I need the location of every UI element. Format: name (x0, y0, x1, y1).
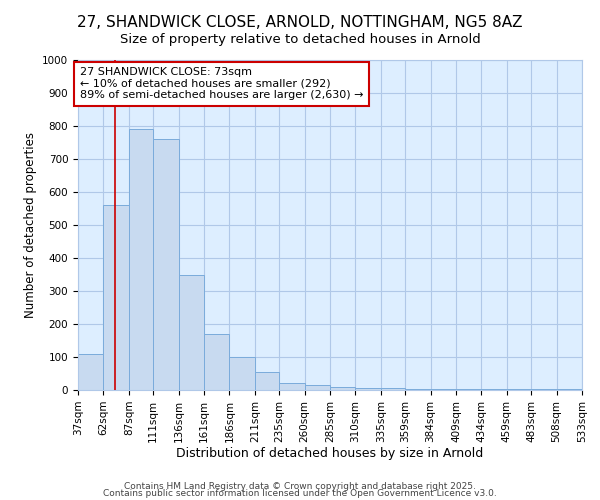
Bar (153, 139, 179, 390)
Text: Contains public sector information licensed under the Open Government Licence v3: Contains public sector information licen… (103, 490, 497, 498)
X-axis label: Distribution of detached houses by size in Arnold: Distribution of detached houses by size … (176, 448, 484, 460)
Text: Contains HM Land Registry data © Crown copyright and database right 2025.: Contains HM Land Registry data © Crown c… (124, 482, 476, 491)
Text: 27 SHANDWICK CLOSE: 73sqm
← 10% of detached houses are smaller (292)
89% of semi: 27 SHANDWICK CLOSE: 73sqm ← 10% of detac… (80, 68, 364, 100)
Text: 27, SHANDWICK CLOSE, ARNOLD, NOTTINGHAM, NG5 8AZ: 27, SHANDWICK CLOSE, ARNOLD, NOTTINGHAM,… (77, 15, 523, 30)
Bar (279, 384, 305, 390)
Y-axis label: Number of detached properties: Number of detached properties (23, 132, 37, 318)
Bar (204, 334, 229, 390)
Bar (355, 388, 381, 390)
Bar (305, 385, 330, 390)
Bar (129, 130, 153, 390)
Bar (330, 386, 355, 390)
Bar (381, 388, 405, 390)
Bar (78, 354, 103, 390)
Text: Size of property relative to detached houses in Arnold: Size of property relative to detached ho… (119, 32, 481, 46)
Bar (103, 205, 129, 390)
Bar (179, 274, 204, 390)
Bar (255, 372, 279, 390)
Bar (229, 357, 255, 390)
